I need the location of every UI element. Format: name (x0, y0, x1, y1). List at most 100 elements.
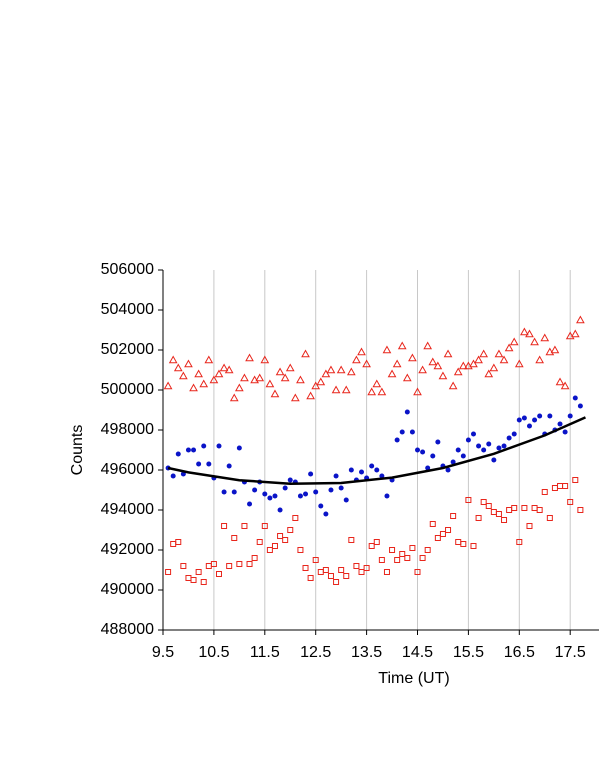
square-point (450, 513, 457, 519)
triangle-point (494, 349, 504, 358)
dot-point (460, 453, 466, 459)
triangle-point (555, 377, 565, 386)
dot-point (394, 437, 400, 443)
square-point (399, 551, 406, 557)
dot-point (328, 487, 334, 493)
square-point (165, 569, 172, 575)
dot-point (399, 429, 405, 435)
square-point (551, 485, 558, 491)
dot-point (216, 443, 222, 449)
square-point (419, 555, 426, 561)
x-tick-label: 14.5 (402, 644, 433, 661)
triangle-point (341, 385, 351, 394)
triangle-point (260, 355, 270, 364)
triangle-point (550, 345, 560, 354)
triangle-point (321, 369, 331, 378)
triangle-point (438, 371, 448, 380)
square-point (424, 547, 431, 553)
triangle-point (520, 327, 529, 336)
triangle-point (474, 355, 483, 364)
dot-point (526, 423, 532, 429)
y-tick-label: 494000 (101, 501, 154, 518)
square-point (221, 523, 228, 529)
dot-point (491, 457, 497, 463)
square-point (434, 535, 441, 541)
square-point (205, 563, 212, 569)
dot-point (277, 507, 283, 513)
triangle-point (346, 367, 356, 376)
triangle-point (377, 387, 387, 396)
triangle-point (255, 373, 265, 382)
dot-point (481, 447, 487, 453)
square-point (445, 527, 452, 533)
triangle-point (352, 355, 361, 364)
triangle-point (448, 381, 458, 390)
triangle-point (265, 379, 275, 388)
square-point (506, 507, 513, 513)
dot-point (287, 477, 293, 483)
dot-point (297, 493, 303, 499)
square-point (383, 569, 390, 575)
square-point (200, 579, 207, 585)
dot-point (262, 491, 268, 497)
square-point (327, 573, 334, 579)
triangle-point (357, 347, 366, 356)
square-point (170, 541, 177, 547)
y-tick-label: 504000 (101, 301, 154, 318)
triangle-point (326, 365, 336, 374)
square-point (256, 539, 263, 545)
dot-point (547, 413, 553, 419)
square-point (409, 545, 416, 551)
dot-point (221, 489, 227, 495)
triangle-point (499, 355, 509, 364)
triangle-point (173, 363, 183, 372)
dot-point (470, 431, 476, 437)
square-point (541, 489, 548, 495)
square-point (195, 569, 202, 575)
x-tick-label: 12.5 (300, 644, 331, 661)
square-point (429, 521, 436, 527)
dot-point (557, 421, 563, 427)
triangle-point (402, 373, 412, 382)
dot-point (532, 417, 538, 423)
x-tick-label: 15.5 (453, 644, 484, 661)
dot-point (511, 431, 517, 437)
triangle-point (413, 387, 422, 396)
dot-point (206, 461, 212, 467)
x-tick-label: 16.5 (504, 644, 535, 661)
dot-point (282, 485, 288, 491)
dot-point (501, 443, 507, 449)
triangle-point (194, 369, 203, 378)
square-point (577, 507, 584, 513)
square-point (175, 539, 182, 545)
triangle-point (285, 363, 295, 372)
triangle-point (458, 361, 468, 370)
dot-point (313, 489, 319, 495)
dot-point (384, 493, 390, 499)
triangle-point (530, 337, 539, 346)
square-point (378, 557, 385, 563)
triangle-point (316, 377, 326, 386)
square-point (246, 561, 253, 567)
dot-point (404, 409, 410, 415)
square-point (261, 523, 268, 529)
dot-point (476, 443, 482, 449)
dot-point (359, 469, 365, 475)
triangle-point (372, 379, 382, 388)
triangle-point (525, 329, 534, 338)
square-point (185, 575, 192, 581)
y-tick-label: 498000 (101, 421, 154, 438)
square-point (404, 555, 411, 561)
square-point (490, 509, 497, 515)
triangle-point (397, 341, 407, 350)
dot-point (425, 465, 431, 471)
square-point (485, 503, 492, 509)
y-axis-label: Counts (69, 425, 86, 476)
triangle-point (306, 391, 315, 400)
square-point (292, 515, 299, 521)
y-tick-label: 488000 (101, 621, 154, 638)
square-point (271, 543, 278, 549)
square-point (536, 507, 543, 513)
dot-point (170, 473, 176, 479)
triangle-point (392, 359, 402, 368)
